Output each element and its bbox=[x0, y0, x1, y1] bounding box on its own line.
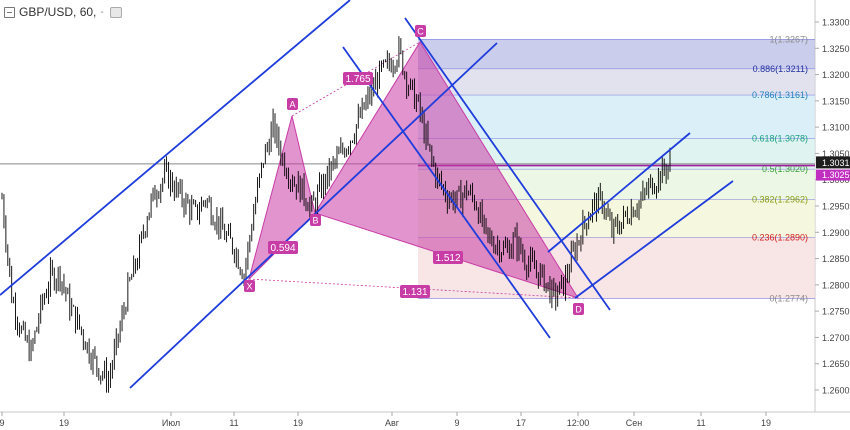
ratio-badge-bg bbox=[433, 251, 463, 264]
point-badge-bg bbox=[244, 280, 255, 292]
ratio-badge-text: 1.765 bbox=[345, 74, 370, 85]
second-price-tag-text: 1.3025 bbox=[822, 170, 850, 180]
x-tick-label-9: Сен bbox=[626, 418, 643, 428]
y-tick-label-12: 1.3200 bbox=[822, 70, 850, 80]
y-tick-label-3: 1.2750 bbox=[822, 307, 850, 317]
point-badge-bg bbox=[310, 214, 321, 226]
pattern-triangle-xab bbox=[248, 115, 316, 281]
collapse-icon[interactable] bbox=[4, 6, 15, 18]
price-series bbox=[1, 36, 671, 393]
point-badge-b: B bbox=[310, 214, 321, 226]
ratio-badge-bg bbox=[268, 241, 298, 254]
fib-label-1: 0.886(1.3211) bbox=[753, 64, 808, 74]
y-tick-label-6: 1.2900 bbox=[822, 228, 850, 238]
chart-header: GBP/USD, 60, - bbox=[4, 3, 122, 21]
trend-line-5 bbox=[574, 180, 734, 299]
ratio-badge-2: 1.512 bbox=[433, 251, 463, 264]
x-tick-label-5: Авг bbox=[385, 418, 400, 428]
point-badge-c: C bbox=[415, 25, 426, 37]
ratio-badge-1: 0.594 bbox=[268, 241, 298, 254]
x-tick-label-0: 9 bbox=[0, 418, 5, 428]
fib-zone-1 bbox=[418, 68, 815, 96]
ratio-badge-text: 1.512 bbox=[435, 253, 460, 264]
point-badge-a: A bbox=[287, 98, 298, 110]
y-tick-label-14: 1.3300 bbox=[822, 18, 850, 28]
x-tick-label-6: 9 bbox=[454, 418, 459, 428]
interval-label[interactable]: 60 bbox=[79, 5, 94, 19]
x-tick-label-4: 19 bbox=[293, 418, 303, 428]
y-tick-label-9: 1.3050 bbox=[822, 149, 850, 159]
x-tick-label-2: Июл bbox=[162, 418, 180, 428]
point-badge-text: D bbox=[575, 305, 582, 315]
y-tick-label-7: 1.2950 bbox=[822, 202, 850, 212]
ratio-badge-bg bbox=[343, 72, 373, 85]
y-tick-label-11: 1.3150 bbox=[822, 96, 850, 106]
y-tick-label-13: 1.3250 bbox=[822, 44, 850, 54]
fib-zone-2 bbox=[418, 95, 815, 139]
fib-label-4: 0.5(1.3020) bbox=[762, 164, 808, 174]
y-tick-label-5: 1.2850 bbox=[822, 254, 850, 264]
point-badge-bg bbox=[287, 98, 298, 110]
trend-line-3 bbox=[404, 17, 611, 311]
ratio-badge-3: 1.131 bbox=[400, 285, 430, 298]
x-tick-label-3: 11 bbox=[229, 418, 238, 428]
trend-line-2 bbox=[342, 46, 551, 339]
fib-label-2: 0.786(1.3161) bbox=[752, 90, 808, 100]
trend-line-4 bbox=[547, 132, 691, 253]
x-tick-label-7: 17 bbox=[516, 418, 526, 428]
trend-line-0 bbox=[0, 0, 351, 296]
y-tick-label-0: 1.2600 bbox=[822, 386, 850, 396]
ratio-badge-0: 1.765 bbox=[343, 72, 373, 85]
point-badge-bg bbox=[415, 25, 426, 37]
ratio-badge-text: 0.594 bbox=[270, 243, 295, 254]
x-tick-label-8: 12:00 bbox=[567, 418, 590, 428]
fib-label-7: 0(1.2774) bbox=[769, 294, 808, 304]
x-tick-label-11: 19 bbox=[761, 418, 771, 428]
x-tick-label-1: 19 bbox=[59, 418, 69, 428]
fib-label-6: 0.236(1.2890) bbox=[752, 233, 808, 243]
point-badge-text: X bbox=[246, 282, 252, 292]
fib-label-5: 0.382(1.2962) bbox=[752, 195, 808, 205]
point-badge-bg bbox=[573, 303, 584, 315]
fib-label-3: 0.618(1.3078) bbox=[752, 134, 808, 144]
y-tick-label-2: 1.2700 bbox=[822, 333, 850, 343]
second-price-tag bbox=[816, 169, 850, 181]
x-tick-label-10: 11 bbox=[696, 418, 705, 428]
point-badge-x: X bbox=[244, 280, 255, 292]
current-price-tag-text: 1.3031 bbox=[822, 158, 850, 168]
point-badge-text: A bbox=[289, 100, 295, 110]
header-caret: - bbox=[100, 6, 104, 18]
fib-label-0: 1(1.3267) bbox=[769, 34, 808, 44]
current-price-tag bbox=[816, 156, 850, 169]
ratio-badge-text: 1.131 bbox=[402, 287, 427, 298]
point-badge-text: B bbox=[312, 216, 318, 226]
settings-icon[interactable] bbox=[109, 6, 122, 18]
y-tick-label-4: 1.2800 bbox=[822, 280, 850, 290]
symbol-label[interactable]: GBP/USD bbox=[19, 5, 74, 19]
y-tick-label-1: 1.2650 bbox=[822, 359, 850, 369]
point-badge-text: C bbox=[417, 27, 424, 37]
point-badge-d: D bbox=[573, 303, 584, 315]
y-tick-label-10: 1.3100 bbox=[822, 123, 850, 133]
ratio-badge-bg bbox=[400, 285, 430, 298]
